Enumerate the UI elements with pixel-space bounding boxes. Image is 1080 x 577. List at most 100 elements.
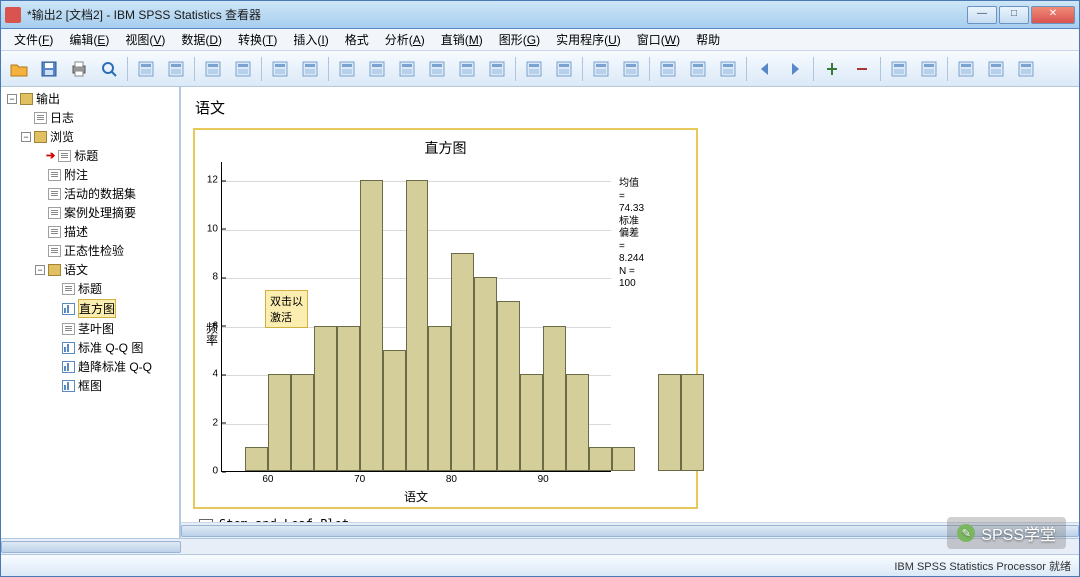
tree-item-label[interactable]: 趋降标准 Q-Q [78,358,152,375]
tree-item-label[interactable]: 描述 [64,223,88,240]
tree-item[interactable]: − 浏览 [19,127,179,146]
tb-redo-button[interactable] [229,55,257,83]
menu-I[interactable]: 插入(I) [286,29,335,50]
tree-item[interactable]: 框图 [47,376,179,395]
tree-item[interactable]: 标准 Q-Q 图 [47,338,179,357]
tb-demote-button[interactable] [848,55,876,83]
tb-run-button[interactable] [550,55,578,83]
tb-open-button[interactable] [5,55,33,83]
tree-item[interactable]: 日志 [19,108,179,127]
tb-preview-button[interactable] [95,55,123,83]
chart-icon [62,380,75,392]
tb-goto-button[interactable] [266,55,294,83]
y-tick: 12 [207,175,222,186]
menu-格式[interactable]: 格式 [338,29,376,50]
tree-item-label[interactable]: 输出 [36,90,60,107]
tb-promote-button[interactable] [818,55,846,83]
viewer-pane[interactable]: 语文 直方图 频率 02468101260708090 均值 = 74.33 标… [181,87,1079,538]
tb-assoc-button[interactable] [1012,55,1040,83]
tree-item-label[interactable]: 标准 Q-Q 图 [78,339,143,356]
tb-forward-button[interactable] [781,55,809,83]
menu-F[interactable]: 文件(F) [7,29,60,50]
tree-item-label[interactable]: 浏览 [50,128,74,145]
tree-item-label[interactable]: 正态性检验 [64,242,124,259]
book-icon [34,131,47,143]
tb-tile-button[interactable] [952,55,980,83]
tree-item[interactable]: 案例处理摘要 [33,203,179,222]
tree-item-label[interactable]: 标题 [74,147,98,164]
tb-vars-button[interactable] [296,55,324,83]
tb-data-button[interactable] [393,55,421,83]
tree-item-label[interactable]: 茎叶图 [78,320,114,337]
tb-insert-text-button[interactable] [714,55,742,83]
menu-W[interactable]: 窗口(W) [630,29,687,50]
menu-G[interactable]: 图形(G) [492,29,547,50]
tree-item-label[interactable]: 案例处理摘要 [64,204,136,221]
app-window: *输出2 [文档2] - IBM SPSS Statistics 查看器 — □… [0,0,1080,577]
tree-item-label[interactable]: 标题 [78,280,102,297]
minimize-button[interactable]: — [967,6,997,24]
tree-item[interactable]: 趋降标准 Q-Q [47,357,179,376]
menu-U[interactable]: 实用程序(U) [549,29,628,50]
chart-selection-frame[interactable]: 直方图 频率 02468101260708090 均值 = 74.33 标准偏差… [193,128,698,509]
tree-item-label[interactable]: 框图 [78,377,102,394]
tree-item[interactable]: 活动的数据集 [33,184,179,203]
tree-root[interactable]: − 输出 [5,89,179,108]
x-axis-label: 语文 [221,488,611,505]
tree-item[interactable]: 描述 [33,222,179,241]
tb-grid-button[interactable] [423,55,451,83]
menu-T[interactable]: 转换(T) [231,29,284,50]
scrollbar-thumb[interactable] [181,525,1079,537]
tree-toggle[interactable]: − [21,132,31,142]
tree-toggle[interactable]: − [7,94,17,104]
menu-V[interactable]: 视图(V) [118,29,172,50]
tree-toggle[interactable]: − [35,265,45,275]
menu-E[interactable]: 编辑(E) [62,29,116,50]
tb-insert-title-button[interactable] [684,55,712,83]
tb-select-up-button[interactable] [333,55,361,83]
tb-undo-button[interactable] [199,55,227,83]
outline-pane[interactable]: −输出日志−浏览➔标题附注活动的数据集案例处理摘要描述正态性检验−语文标题直方图… [1,87,181,538]
maximize-button[interactable]: □ [999,6,1029,24]
tb-syntax-button[interactable] [982,55,1010,83]
tree-item[interactable]: 附注 [33,165,179,184]
menu-帮助[interactable]: 帮助 [689,29,727,50]
tb-back-button[interactable] [751,55,779,83]
tb-insert-head-button[interactable] [654,55,682,83]
close-button[interactable]: ✕ [1031,6,1075,24]
tb-print-button[interactable] [65,55,93,83]
tree-item[interactable]: 正态性检验 [33,241,179,260]
outline-tree[interactable]: −输出日志−浏览➔标题附注活动的数据集案例处理摘要描述正态性检验−语文标题直方图… [3,89,179,395]
outline-h-scrollbar[interactable] [1,538,1079,554]
tb-target-button[interactable] [587,55,615,83]
tree-item-label[interactable]: 附注 [64,166,88,183]
tb-find-button[interactable] [617,55,645,83]
tb-chart-button[interactable] [483,55,511,83]
chart-title: 直方图 [203,138,688,158]
note-icon [48,188,61,200]
tree-item-label[interactable]: 语文 [64,261,88,278]
tb-object-button[interactable] [520,55,548,83]
activate-tooltip: 双击以激活 [265,290,308,328]
tree-item[interactable]: 标题 [47,279,179,298]
tree-item-label[interactable]: 活动的数据集 [64,185,136,202]
tb-new-button[interactable] [885,55,913,83]
tree-item-label[interactable]: 日志 [50,109,74,126]
app-icon [5,7,21,23]
tb-export-button[interactable] [132,55,160,83]
tree-item[interactable]: 茎叶图 [47,319,179,338]
tree-item[interactable]: ➔标题 [33,146,179,165]
menu-M[interactable]: 直销(M) [434,29,490,50]
tb-select-down-button[interactable] [363,55,391,83]
tb-pivot-button[interactable] [453,55,481,83]
menu-A[interactable]: 分析(A) [378,29,432,50]
scrollbar-thumb[interactable] [1,541,181,553]
tb-designate-button[interactable] [915,55,943,83]
content-h-scrollbar[interactable] [181,522,1079,538]
tree-item-label[interactable]: 直方图 [78,299,116,318]
menu-D[interactable]: 数据(D) [174,29,229,50]
tree-item[interactable]: − 语文 [33,260,179,279]
tb-recall-button[interactable] [162,55,190,83]
tb-save-button[interactable] [35,55,63,83]
tree-item[interactable]: 直方图 [47,298,179,319]
